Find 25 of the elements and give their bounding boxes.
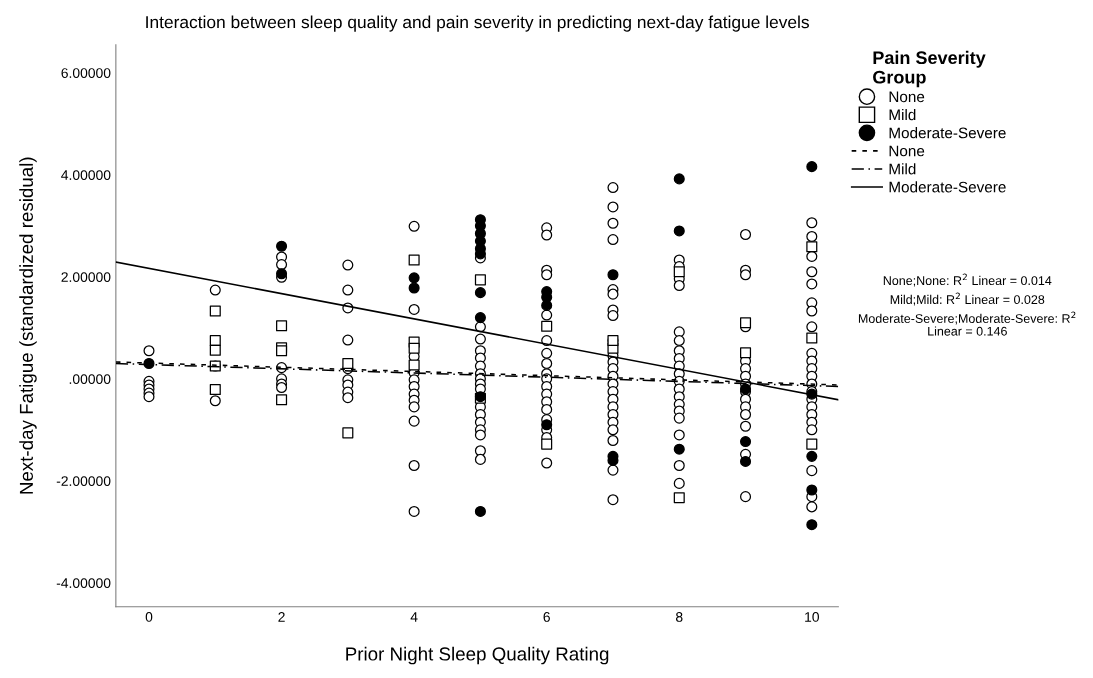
y-tick-label: 4.00000 <box>61 170 111 180</box>
x-tick-label: 6 <box>543 612 550 622</box>
y-tick-label: .00000 <box>69 374 111 384</box>
y-tick-label: -2.00000 <box>56 476 111 486</box>
y-tick-label: 6.00000 <box>61 68 111 78</box>
y-axis-title: Next-day Fatigue (standardized residual) <box>19 157 37 494</box>
chart-title: Interaction between sleep quality and pain severity in predicting next-day fatigue levels <box>146 15 809 32</box>
legend-label: Moderate-Severe <box>889 127 1006 139</box>
text: Moderate-Severe;Moderate-Severe: R$^{2}$ Linear = 0.146 <box>858 311 1076 336</box>
text: None;None: R$^{2}$ Linear = 0.014 <box>883 273 1052 287</box>
x-tick-label: 2 <box>278 612 285 622</box>
text: Mild;Mild: R$^{2}$ Linear = 0.028 <box>890 292 1045 306</box>
x-tick-label: 4 <box>410 612 418 622</box>
x-tick-label: 10 <box>805 612 819 622</box>
y-tick-label: 2.00000 <box>61 272 111 282</box>
legend-label: Moderate-Severe <box>889 181 1006 193</box>
legend-title: Pain Severity Group <box>873 50 986 88</box>
y-tick-label: -4.00000 <box>56 578 111 589</box>
legend-label: None <box>889 91 925 103</box>
legend-label: Mild <box>889 163 916 175</box>
x-tick-label: 0 <box>145 612 153 622</box>
legend-label: Mild <box>889 109 916 121</box>
legend-label: None <box>889 145 925 157</box>
x-axis-title: Prior Night Sleep Quality Rating <box>346 646 609 665</box>
x-tick-label: 8 <box>676 612 683 622</box>
